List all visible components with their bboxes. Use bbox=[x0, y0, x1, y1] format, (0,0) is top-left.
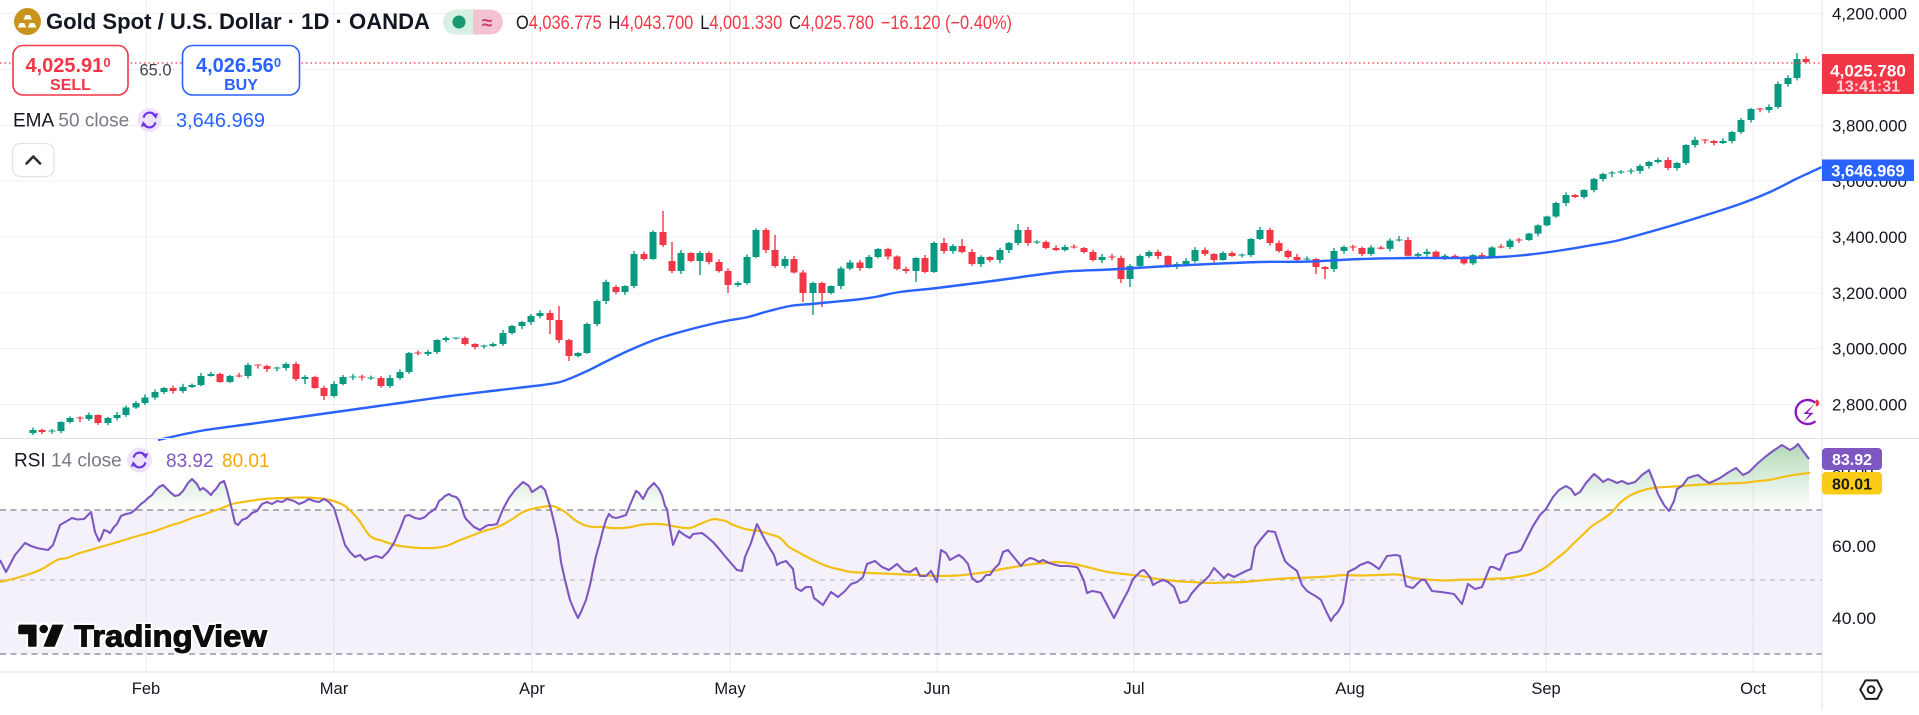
svg-text:60.00: 60.00 bbox=[1832, 538, 1876, 556]
svg-text:BUY: BUY bbox=[224, 77, 258, 94]
svg-text:Sep: Sep bbox=[1531, 680, 1560, 698]
svg-text:3,646.969: 3,646.969 bbox=[1831, 163, 1904, 181]
svg-text:83.92: 83.92 bbox=[166, 451, 214, 472]
svg-text:2,800.000: 2,800.000 bbox=[1832, 396, 1907, 414]
svg-text:3,400.000: 3,400.000 bbox=[1832, 229, 1907, 247]
svg-text:83.92: 83.92 bbox=[1832, 452, 1872, 469]
svg-text:4,025.780: 4,025.780 bbox=[1830, 62, 1906, 81]
svg-text:80.01: 80.01 bbox=[222, 451, 270, 472]
svg-text:Jul: Jul bbox=[1123, 680, 1144, 698]
svg-text:3,200.000: 3,200.000 bbox=[1832, 285, 1907, 303]
svg-text:Jun: Jun bbox=[924, 680, 951, 698]
svg-text:Oct: Oct bbox=[1740, 680, 1766, 698]
svg-text:Aug: Aug bbox=[1335, 680, 1364, 698]
svg-text:65.0: 65.0 bbox=[139, 62, 171, 80]
svg-text:≈: ≈ bbox=[482, 13, 493, 34]
svg-text:3,000.000: 3,000.000 bbox=[1832, 340, 1907, 358]
svg-text:TradingView: TradingView bbox=[74, 620, 267, 654]
svg-text:TradingView: TradingView bbox=[74, 620, 267, 654]
svg-text:Apr: Apr bbox=[519, 680, 545, 698]
svg-text:4,025.910: 4,025.910 bbox=[25, 55, 110, 77]
svg-text:80.01: 80.01 bbox=[1832, 477, 1872, 494]
svg-text:Mar: Mar bbox=[320, 680, 349, 698]
svg-text:Gold Spot / U.S. Dollar · 1D ·: Gold Spot / U.S. Dollar · 1D · OANDA bbox=[46, 9, 430, 34]
svg-text:4,026.560: 4,026.560 bbox=[196, 55, 281, 77]
svg-text:40.00: 40.00 bbox=[1832, 610, 1876, 628]
svg-text:O4,036.775H4,043.700L4,001.330: O4,036.775H4,043.700L4,001.330C4,025.780… bbox=[516, 13, 1012, 34]
svg-text:SELL: SELL bbox=[50, 77, 91, 94]
svg-text:RSI 14 close: RSI 14 close bbox=[14, 451, 122, 472]
svg-text:EMA 50 close: EMA 50 close bbox=[13, 111, 129, 132]
svg-text:4,200.000: 4,200.000 bbox=[1832, 5, 1907, 23]
svg-text:3,800.000: 3,800.000 bbox=[1832, 117, 1907, 135]
svg-text:13:41:31: 13:41:31 bbox=[1836, 79, 1900, 96]
svg-text:May: May bbox=[714, 680, 746, 698]
svg-text:Feb: Feb bbox=[132, 680, 160, 698]
svg-text:3,646.969: 3,646.969 bbox=[176, 110, 265, 132]
